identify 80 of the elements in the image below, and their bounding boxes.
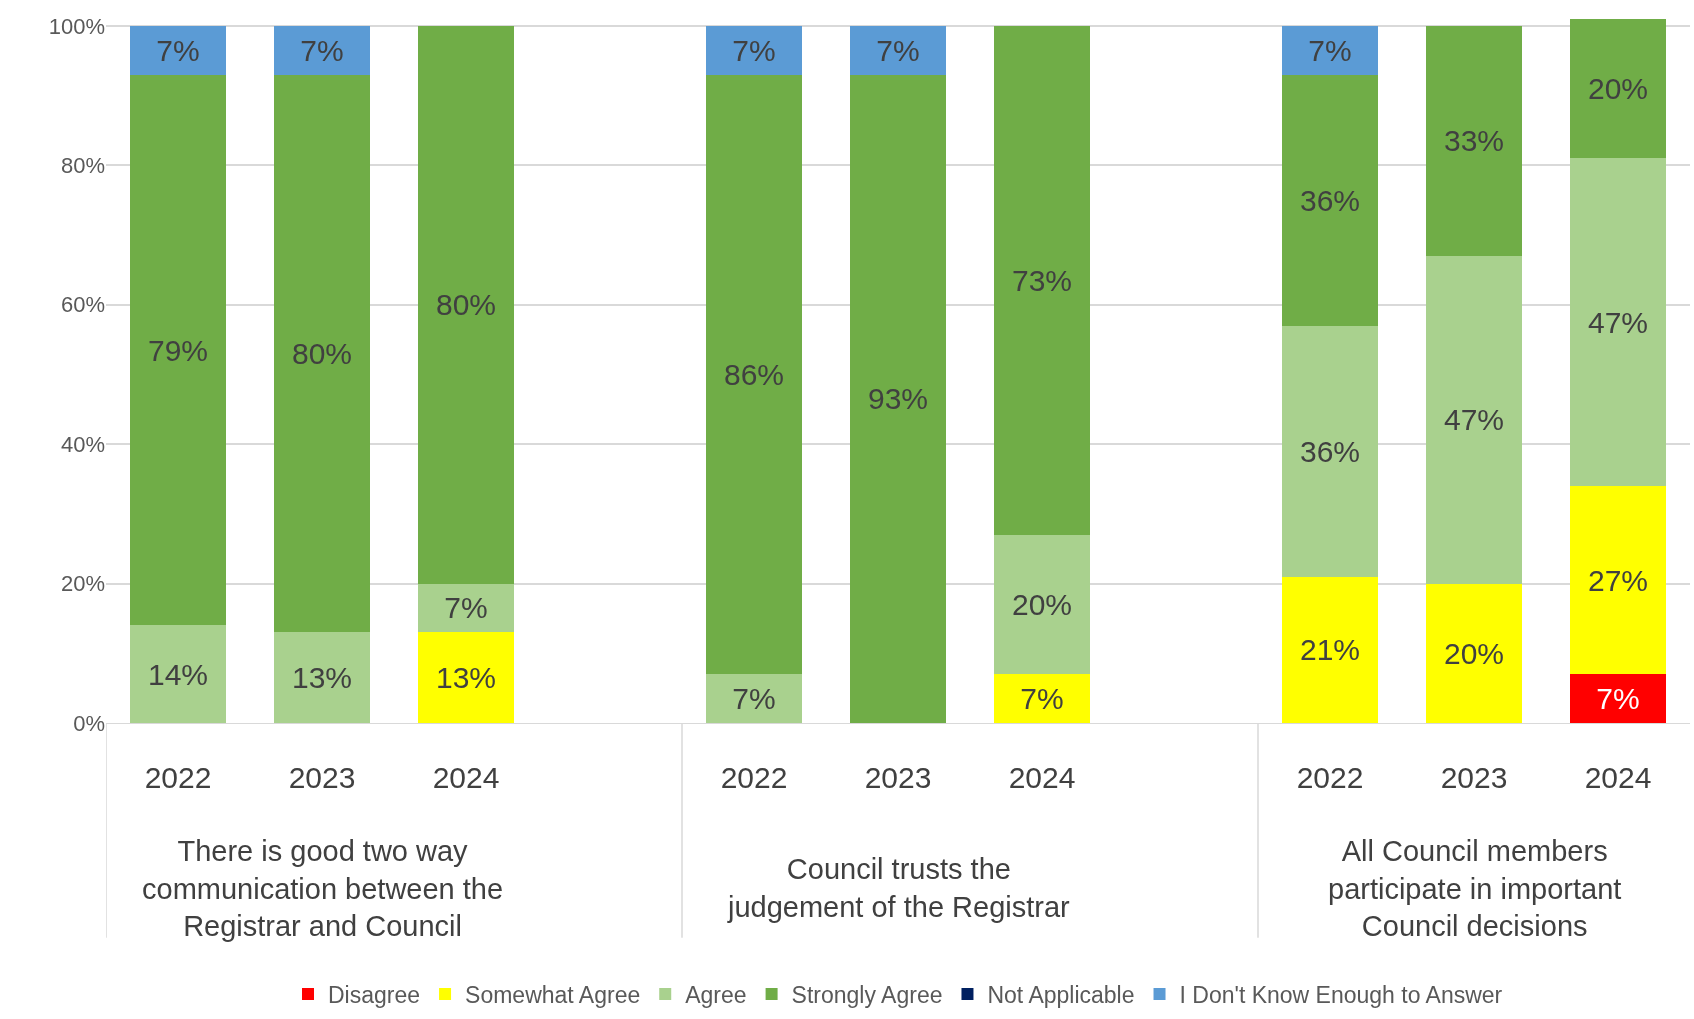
bar (1569, 486, 1667, 675)
text: Council trusts the judgement of the Registrar (727, 853, 1071, 923)
bar (1569, 158, 1667, 487)
data-label: 36% (1299, 183, 1361, 217)
bar (849, 74, 947, 723)
bar (993, 534, 1091, 675)
bar (1281, 74, 1379, 326)
bar (273, 632, 371, 723)
data-label: 14% (147, 657, 209, 691)
bar (129, 25, 227, 75)
legend-label: Disagree (328, 981, 421, 1008)
data-label: 47% (1443, 403, 1505, 437)
data-label: 7% (1308, 33, 1352, 67)
bar (993, 674, 1091, 723)
data-label: 20% (1443, 636, 1505, 670)
bar (1281, 325, 1379, 577)
text: There is good two way communication between the Registrar and Council (142, 835, 504, 943)
data-label: 7% (732, 33, 776, 67)
data-label: 80% (435, 288, 497, 322)
y-tick-label: 20% (60, 571, 105, 597)
data-label: 86% (723, 357, 785, 391)
data-label: 7% (156, 33, 200, 67)
x-tick-label: 2023 (864, 761, 932, 794)
data-label: 7% (876, 33, 920, 67)
y-tick-label: 100% (48, 13, 105, 39)
x-tick-label: 2024 (432, 761, 500, 794)
legend-label: Agree (685, 981, 747, 1008)
data-label: 93% (867, 382, 929, 416)
data-label: 20% (1011, 588, 1073, 622)
x-tick-label: 2024 (1584, 761, 1652, 794)
x-tick-label: 2022 (1296, 761, 1364, 794)
bar (1569, 19, 1667, 159)
data-label: 7% (1596, 682, 1640, 716)
bar (705, 25, 803, 75)
bar (1425, 25, 1523, 256)
legend-label: Not Applicable (987, 981, 1135, 1008)
bar (1569, 674, 1667, 723)
y-tick-label: 0% (73, 710, 105, 736)
data-label: 7% (1020, 682, 1064, 716)
x-tick-label: 2024 (1008, 761, 1076, 794)
legend-label: Strongly Agree (791, 981, 943, 1008)
data-label: 7% (444, 591, 488, 625)
bar (417, 632, 515, 723)
data-label: 13% (435, 661, 497, 695)
bar (1425, 583, 1523, 723)
bar (417, 583, 515, 633)
bar (993, 25, 1091, 535)
bar (417, 25, 515, 584)
y-tick-label: 60% (60, 292, 105, 318)
data-label: 21% (1299, 633, 1361, 667)
data-label: 47% (1587, 305, 1649, 339)
data-label: 13% (291, 661, 353, 695)
legend-label: Somewhat Agree (465, 981, 641, 1008)
bar (1281, 576, 1379, 723)
x-tick-label: 2022 (144, 761, 212, 794)
y-tick-label: 80% (60, 153, 105, 179)
data-label: 33% (1443, 124, 1505, 158)
data-label: 7% (300, 33, 344, 67)
bar (705, 74, 803, 675)
x-tick-label: 2023 (288, 761, 356, 794)
y-tick-label: 40% (60, 431, 105, 457)
bar (705, 674, 803, 723)
bar (129, 625, 227, 723)
text: All Council members participate in important Council decisions (1328, 835, 1622, 943)
data-label: 73% (1011, 263, 1073, 297)
data-label: 7% (732, 682, 776, 716)
legend-label: I Don't Know Enough to Answer (1179, 981, 1503, 1008)
bar (129, 74, 227, 626)
data-label: 27% (1587, 563, 1649, 597)
x-tick-label: 2023 (1440, 761, 1508, 794)
x-tick-label: 2022 (720, 761, 788, 794)
bar (273, 74, 371, 633)
data-label: 36% (1299, 434, 1361, 468)
bar (1425, 255, 1523, 584)
bar (849, 25, 947, 75)
bar (1281, 25, 1379, 75)
bar (273, 25, 371, 75)
data-label: 80% (291, 337, 353, 371)
data-label: 79% (147, 333, 209, 367)
data-label: 20% (1587, 72, 1649, 106)
